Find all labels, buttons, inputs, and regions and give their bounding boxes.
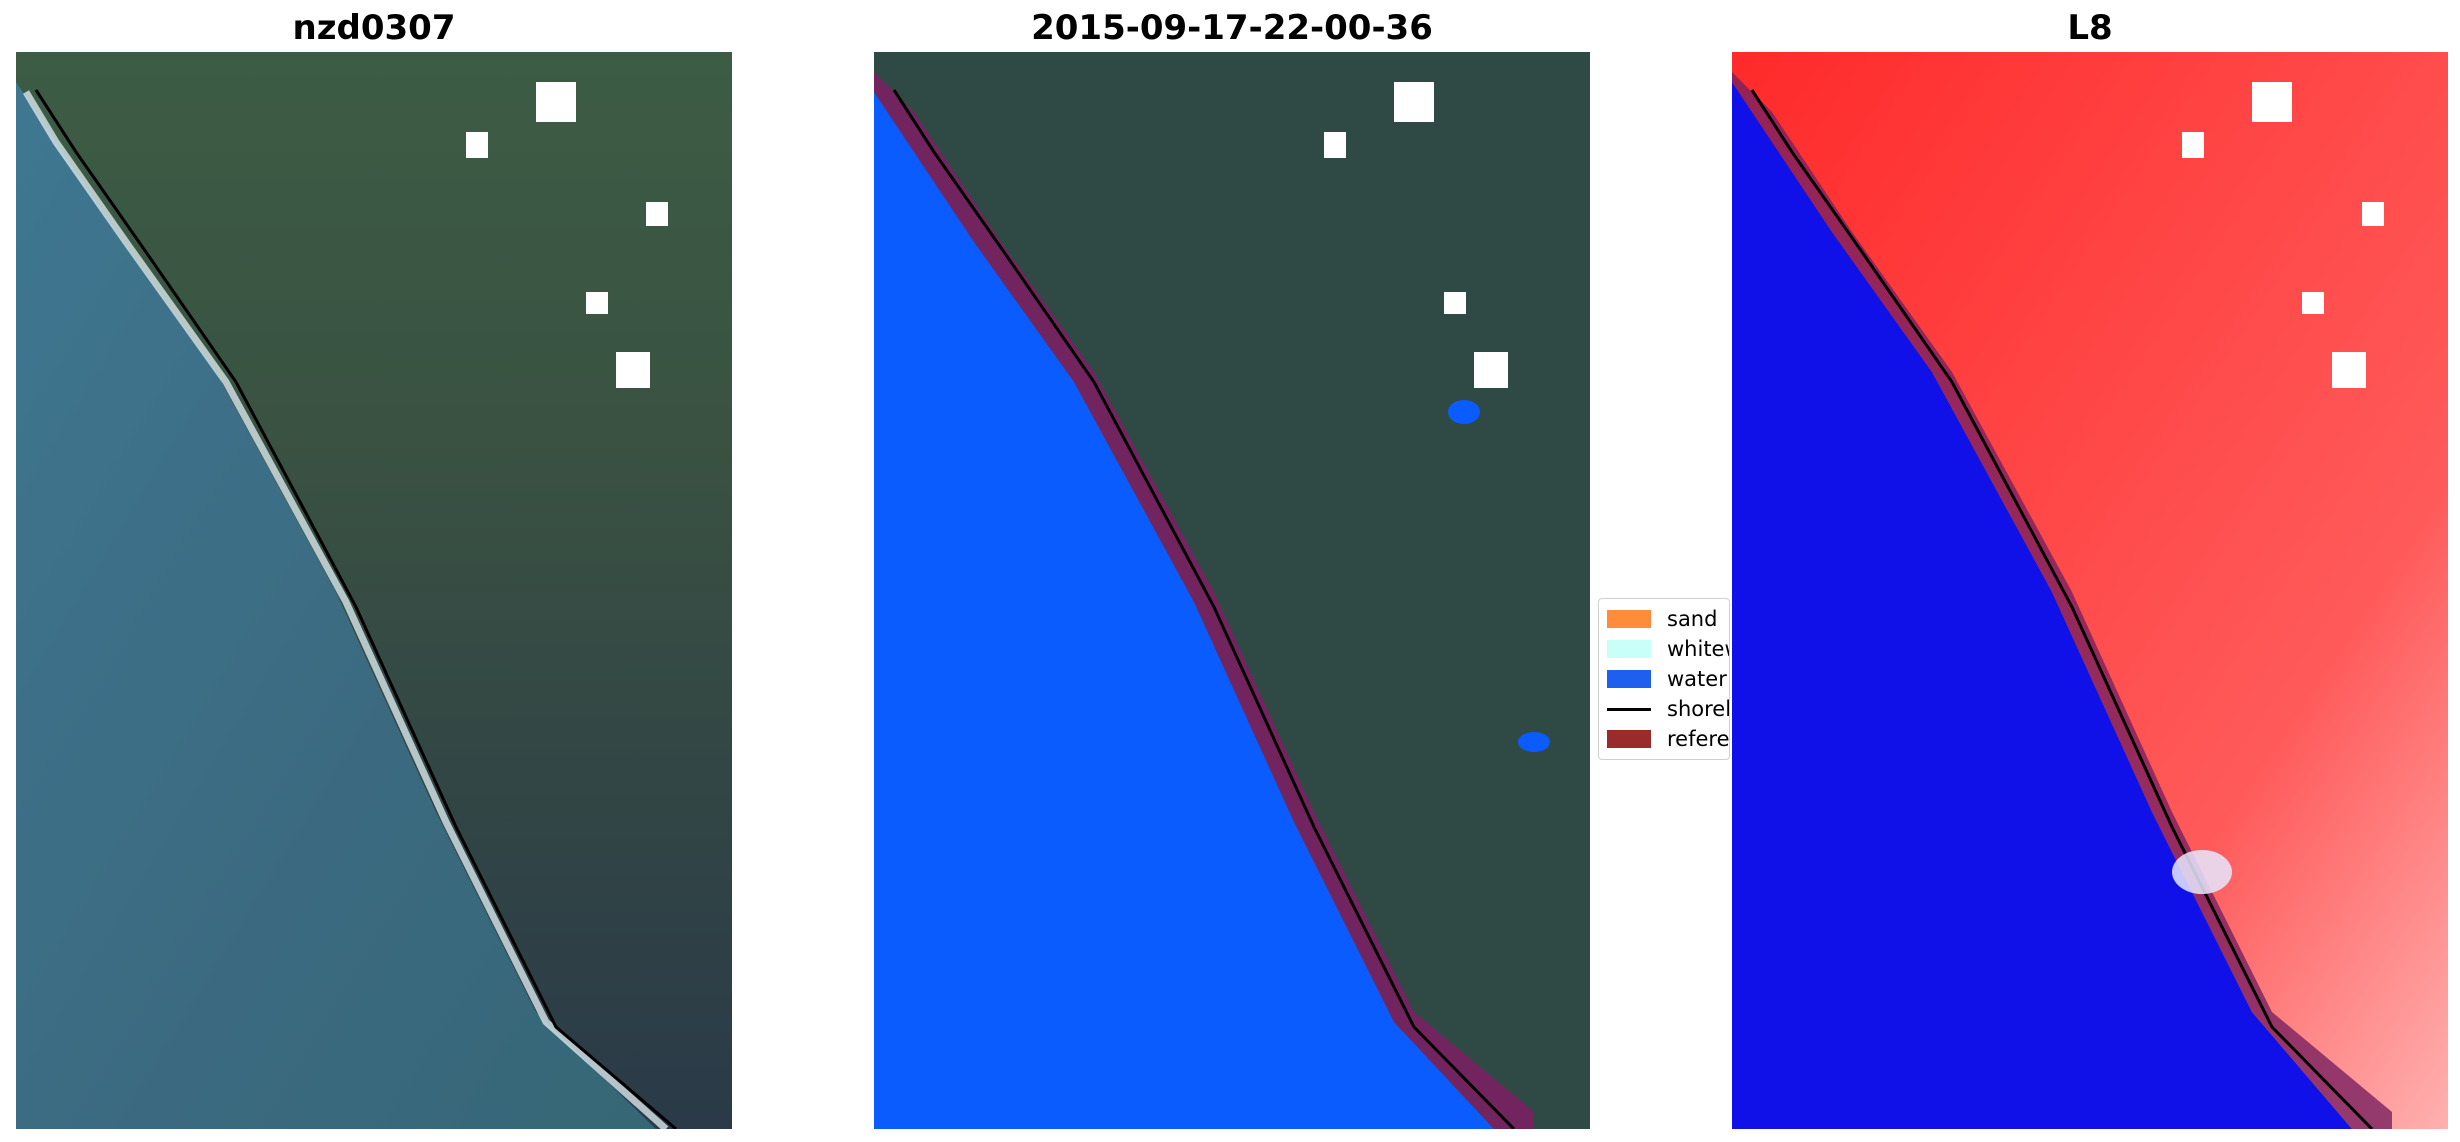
water-swatch [1607,670,1651,688]
sand-swatch [1607,610,1651,628]
cloud-mask [616,352,650,388]
legend-label: sand [1667,607,1718,631]
legend-label: water [1667,667,1727,691]
cloud-mask [1444,292,1466,314]
classification-panel [874,52,1590,1129]
cloud-mask [2182,132,2204,158]
panel-title-rgb: nzd0307 [292,8,456,48]
rgb-image-panel [16,52,732,1129]
cloud-blob [2172,850,2232,894]
cloud-mask [2302,292,2324,314]
inland-water [1448,400,1480,424]
inland-water [1518,732,1550,752]
shoreline-class [892,89,1516,1129]
whitewater-swatch [1607,640,1651,658]
l8-water-area [1732,82,2352,1129]
panel-title-index: L8 [2067,8,2113,48]
cloud-mask [2252,82,2292,122]
cloud-mask [2332,352,2366,388]
shoreline-l8 [1750,89,2374,1129]
ocean-area [16,82,656,1129]
cloud-mask [1324,132,1346,158]
legend-item-sand: sand [1607,607,1717,631]
reference-swatch [1607,730,1651,748]
legend-item-shoreline: shorel [1607,697,1730,721]
cloud-mask [536,82,576,122]
surf-zone [22,90,669,1129]
reference-band [1732,72,2392,1129]
panel-title-classification: 2015-09-17-22-00-36 [1031,8,1433,48]
shoreline-rgb [34,89,677,1129]
cloud-mask [1474,352,1508,388]
legend-item-reference: referer [1607,727,1730,751]
legend-label: referer [1667,727,1730,751]
reference-band [874,72,1534,1129]
water-class-area [874,92,1494,1129]
index-panel [1732,52,2448,1129]
legend-label: shorel [1667,697,1730,721]
cloud-mask [1394,82,1434,122]
cloud-mask [646,202,668,226]
cloud-mask [466,132,488,158]
cloud-mask [2362,202,2384,226]
cloud-mask [586,292,608,314]
shoreline-swatch [1607,707,1651,711]
legend-item-water: water [1607,667,1727,691]
